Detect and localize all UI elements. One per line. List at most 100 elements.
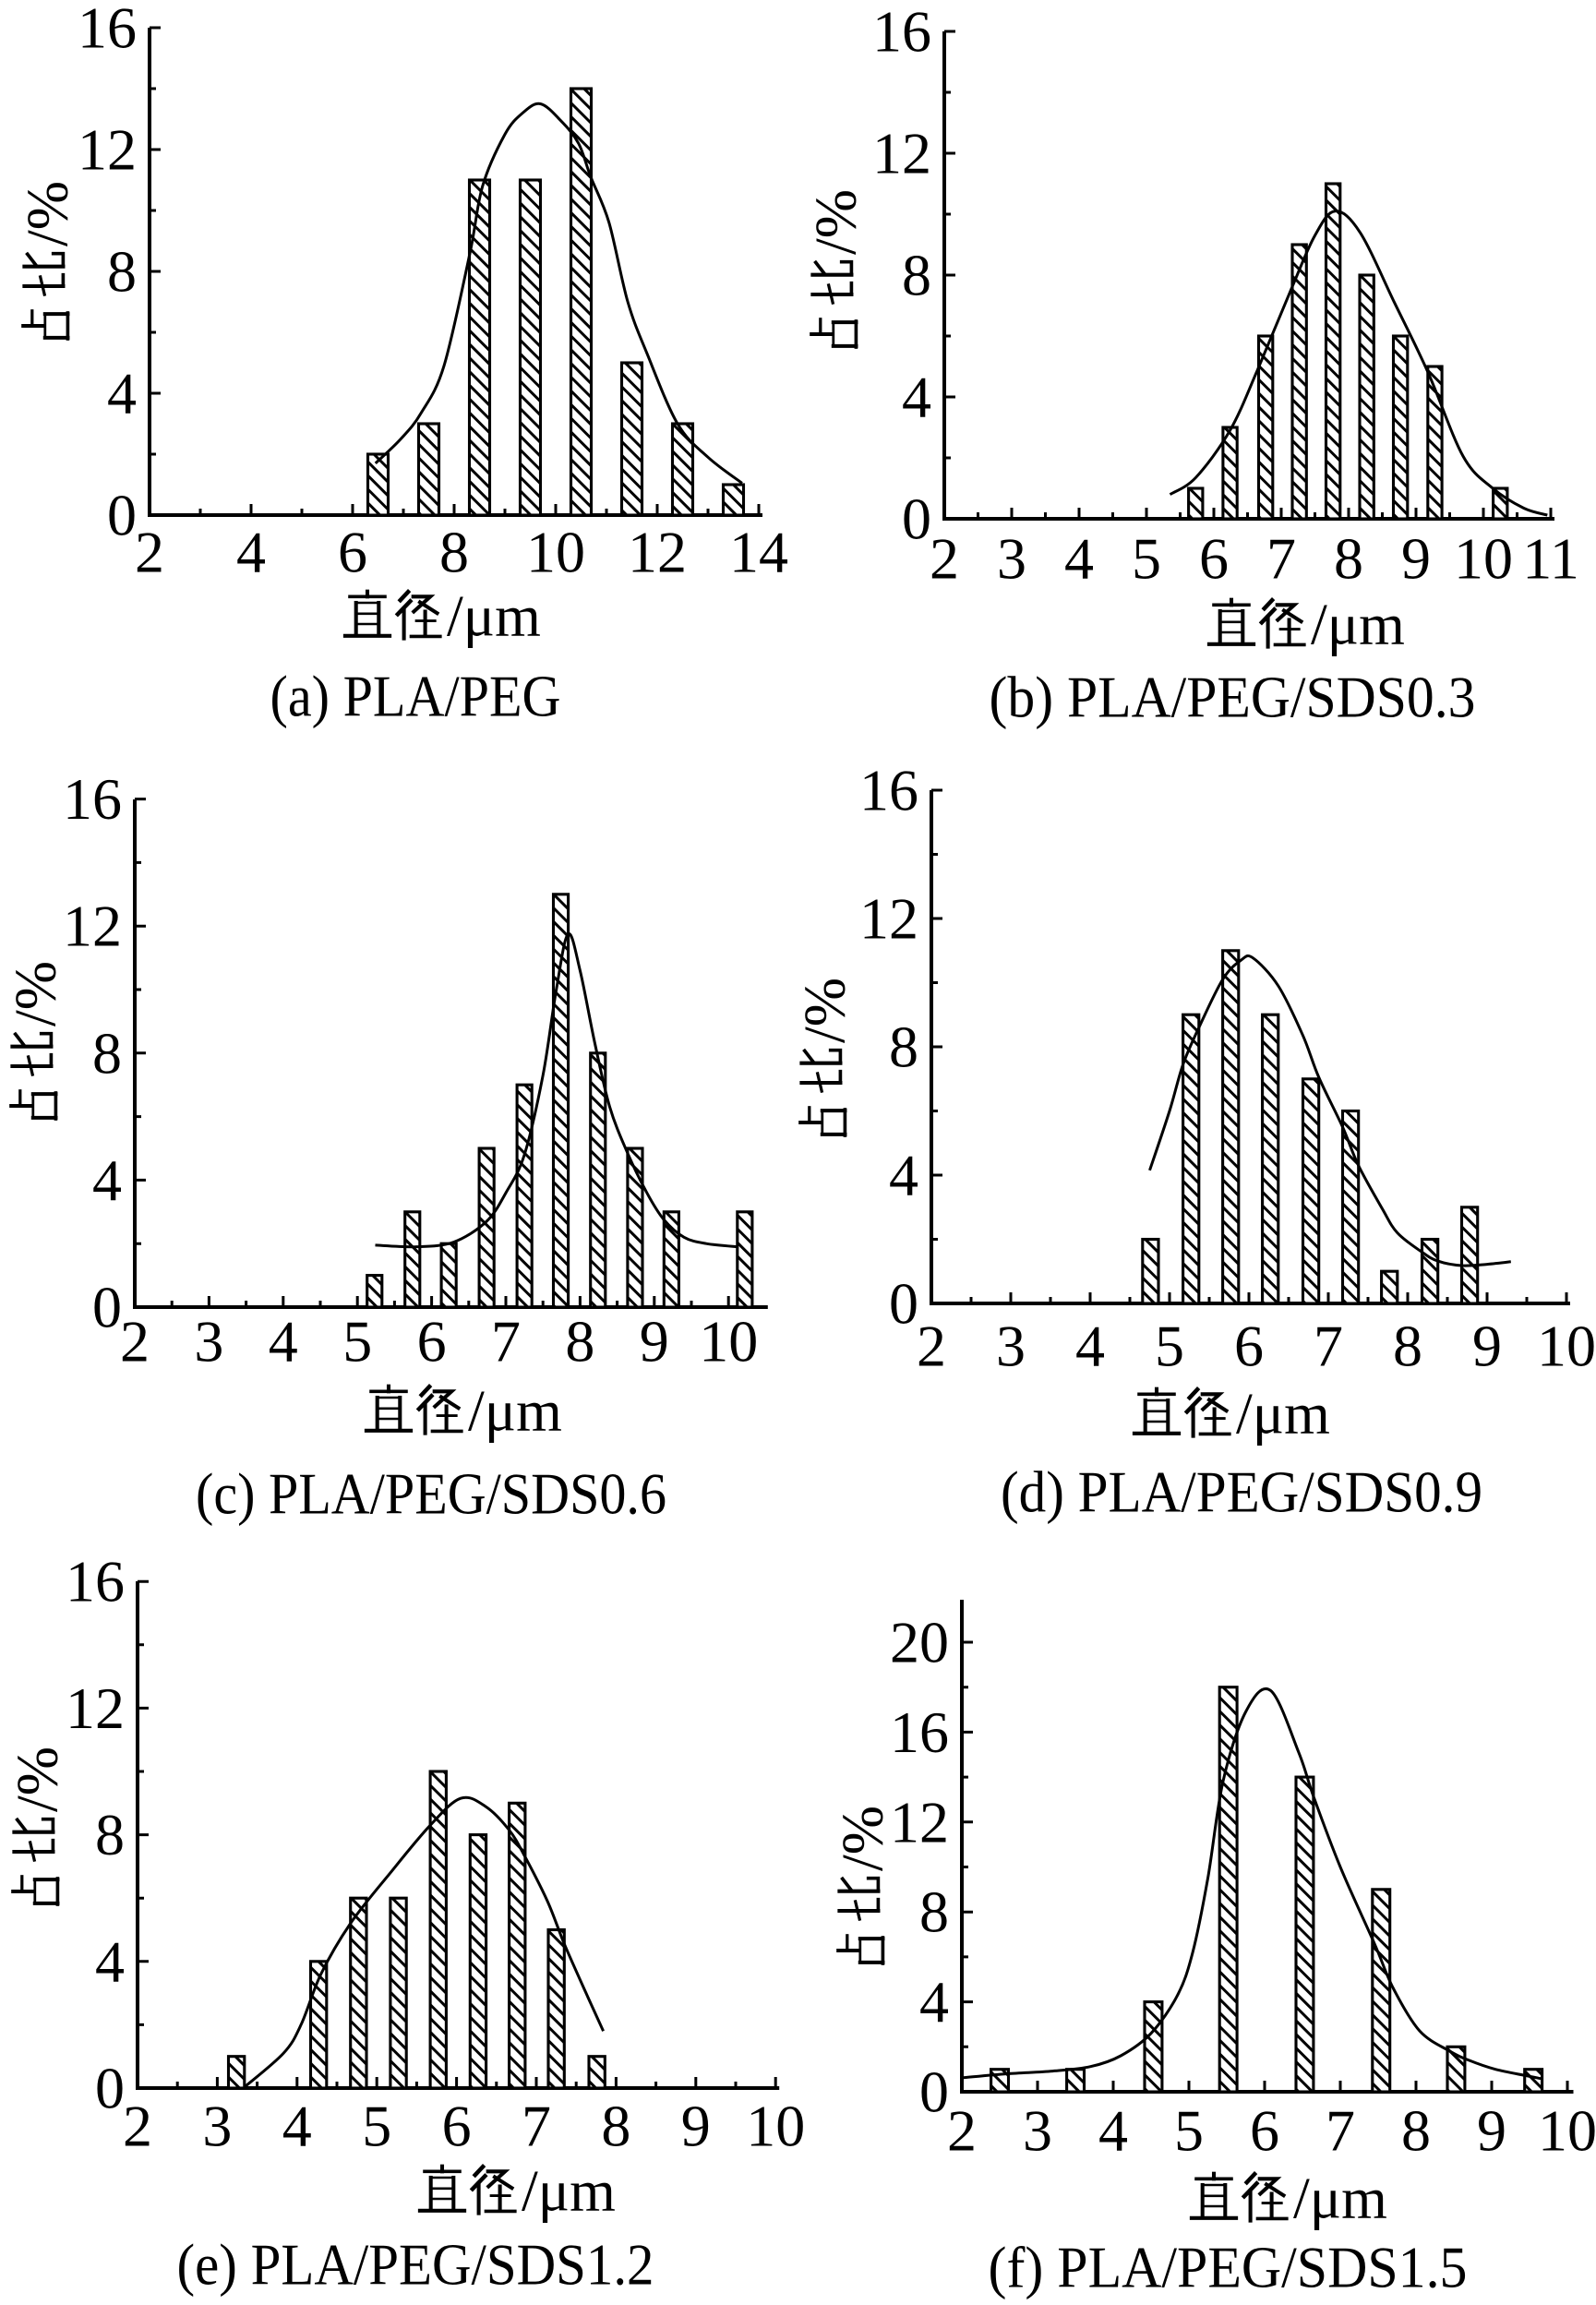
svg-text:6: 6 (417, 1309, 447, 1375)
svg-text:0: 0 (107, 483, 137, 548)
svg-text:8: 8 (889, 1014, 918, 1080)
svg-text:8: 8 (902, 243, 931, 308)
svg-text:4: 4 (1098, 2098, 1128, 2164)
svg-text:4: 4 (269, 1309, 298, 1375)
svg-text:/μm: /μm (468, 1378, 562, 1444)
svg-text:10: 10 (746, 2094, 805, 2159)
svg-text:2: 2 (120, 1309, 150, 1375)
svg-text:2: 2 (135, 520, 164, 585)
svg-text:8: 8 (95, 1802, 125, 1867)
svg-text:4: 4 (902, 365, 931, 430)
svg-text:9: 9 (1477, 2098, 1506, 2164)
svg-text:4: 4 (919, 1969, 949, 2035)
svg-text:16: 16 (78, 0, 137, 61)
svg-text:/μm: /μm (1293, 2166, 1387, 2231)
svg-text:20: 20 (890, 1610, 949, 1675)
svg-text:3: 3 (997, 526, 1026, 592)
svg-text:5: 5 (1132, 526, 1161, 592)
svg-text:5: 5 (362, 2094, 391, 2159)
svg-text:16: 16 (890, 1699, 949, 1765)
svg-text:3: 3 (996, 1314, 1026, 1379)
svg-text:12: 12 (63, 894, 122, 959)
svg-text:2: 2 (917, 1314, 946, 1379)
svg-text:8: 8 (1393, 1314, 1422, 1379)
svg-text:7: 7 (1314, 1314, 1343, 1379)
svg-text:10: 10 (526, 520, 585, 585)
svg-text:12: 12 (78, 117, 137, 183)
svg-text:6: 6 (1199, 526, 1229, 592)
svg-text:9: 9 (1472, 1314, 1502, 1379)
svg-text:16: 16 (859, 758, 918, 823)
svg-text:/μm: /μm (447, 583, 541, 649)
svg-text:4: 4 (107, 361, 137, 426)
svg-text:10: 10 (1537, 1314, 1596, 1379)
svg-text:14: 14 (729, 520, 788, 585)
svg-text:6: 6 (442, 2094, 472, 2159)
svg-text:3: 3 (202, 2094, 232, 2159)
svg-text:0: 0 (889, 1271, 918, 1337)
svg-text:/%: /% (5, 1747, 70, 1812)
svg-text:3: 3 (194, 1309, 223, 1375)
svg-text:5: 5 (1174, 2098, 1204, 2164)
svg-text:8: 8 (1401, 2098, 1431, 2164)
svg-text:3: 3 (1023, 2098, 1052, 2164)
svg-text:10: 10 (1538, 2098, 1596, 2164)
svg-text:5: 5 (1155, 1314, 1184, 1379)
svg-text:0: 0 (919, 2059, 949, 2125)
svg-text:/μm: /μm (1311, 592, 1405, 657)
svg-text:8: 8 (601, 2094, 630, 2159)
svg-text:6: 6 (1234, 1314, 1264, 1379)
svg-text:/%: /% (15, 181, 80, 246)
svg-text:7: 7 (491, 1309, 521, 1375)
svg-text:4: 4 (282, 2094, 312, 2159)
svg-text:6: 6 (1250, 2098, 1279, 2164)
svg-text:16: 16 (66, 1549, 125, 1615)
svg-text:4: 4 (1075, 1314, 1105, 1379)
svg-text:5: 5 (342, 1309, 372, 1375)
svg-text:/μm: /μm (522, 2158, 616, 2224)
svg-text:7: 7 (1266, 526, 1296, 592)
svg-text:8: 8 (92, 1020, 122, 1086)
svg-text:2: 2 (930, 526, 959, 592)
svg-text:12: 12 (66, 1675, 125, 1741)
svg-text:10: 10 (699, 1309, 758, 1375)
svg-text:4: 4 (92, 1147, 122, 1213)
svg-text:7: 7 (522, 2094, 551, 2159)
svg-text:12: 12 (628, 520, 687, 585)
svg-text:/%: /% (830, 1806, 895, 1871)
svg-text:6: 6 (338, 520, 367, 585)
svg-text:8: 8 (1334, 526, 1363, 592)
svg-text:9: 9 (681, 2094, 711, 2159)
svg-text:8: 8 (439, 520, 469, 585)
svg-text:(f) PLA/PEG/SDS1.5: (f) PLA/PEG/SDS1.5 (989, 2235, 1468, 2300)
svg-text:(b) PLA/PEG/SDS0.3: (b) PLA/PEG/SDS0.3 (990, 665, 1476, 730)
svg-text:4: 4 (1064, 526, 1094, 592)
svg-text:2: 2 (123, 2094, 152, 2159)
svg-text:11: 11 (1522, 526, 1579, 592)
svg-text:8: 8 (107, 239, 137, 305)
svg-text:(e) PLA/PEG/SDS1.2: (e) PLA/PEG/SDS1.2 (177, 2232, 654, 2298)
svg-text:/%: /% (792, 978, 858, 1043)
svg-text:4: 4 (889, 1143, 918, 1208)
svg-text:9: 9 (1401, 526, 1431, 592)
svg-text:12: 12 (859, 886, 918, 952)
svg-text:/%: /% (803, 189, 869, 255)
svg-text:/μm: /μm (1236, 1381, 1330, 1447)
svg-text:4: 4 (236, 520, 266, 585)
svg-text:16: 16 (63, 766, 122, 832)
svg-text:2: 2 (947, 2098, 977, 2164)
svg-text:0: 0 (92, 1275, 122, 1340)
svg-text:0: 0 (95, 2056, 125, 2121)
svg-text:0: 0 (902, 486, 931, 552)
svg-text:(c) PLA/PEG/SDS0.6: (c) PLA/PEG/SDS0.6 (196, 1461, 666, 1527)
svg-text:8: 8 (565, 1309, 594, 1375)
svg-text:12: 12 (890, 1789, 949, 1855)
svg-text:9: 9 (640, 1309, 669, 1375)
svg-text:16: 16 (872, 0, 931, 65)
svg-text:4: 4 (95, 1928, 125, 1994)
svg-text:12: 12 (872, 121, 931, 186)
svg-text:(a) PLA/PEG: (a) PLA/PEG (270, 664, 561, 729)
svg-text:7: 7 (1326, 2098, 1355, 2164)
svg-text:/%: /% (3, 961, 68, 1026)
svg-text:8: 8 (919, 1879, 949, 1945)
